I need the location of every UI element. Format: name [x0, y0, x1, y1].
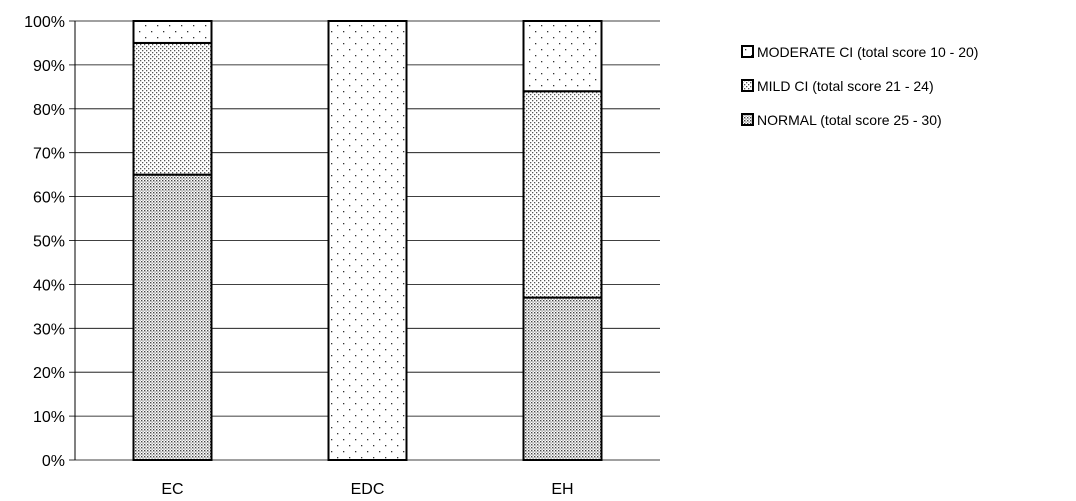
y-tick-label: 80%	[33, 102, 65, 119]
bar-ec-moderate-ci	[132, 20, 213, 44]
y-tick-label: 90%	[33, 58, 65, 75]
y-tick-label: 0%	[42, 453, 65, 470]
y-axis: 0% 10% 20% 30% 40% 50% 60% 70% 80% 90% 100%	[24, 14, 76, 470]
x-axis-labels: EC EDC EH	[161, 481, 573, 498]
y-tick-label: 20%	[33, 365, 65, 382]
y-tick-label: 70%	[33, 146, 65, 163]
legend: MODERATE CI (total score 10 - 20) MILD CI…	[741, 44, 978, 128]
y-tick-label: 40%	[33, 277, 65, 294]
bar-eh-normal	[522, 296, 603, 461]
legend-label: MILD CI (total score 21 - 24)	[757, 78, 934, 94]
y-tick-label: 30%	[33, 321, 65, 338]
y-tick-label: 50%	[33, 234, 65, 251]
y-tick-label: 60%	[33, 190, 65, 207]
legend-swatch	[741, 79, 754, 92]
bar-ec-normal	[132, 173, 213, 461]
legend-swatch	[741, 45, 754, 58]
bar-edc-moderate-ci	[327, 20, 408, 461]
legend-label: NORMAL (total score 25 - 30)	[757, 112, 942, 128]
bars	[132, 20, 603, 461]
x-tick-label: EC	[161, 481, 183, 498]
legend-swatch	[741, 113, 754, 126]
legend-label: MODERATE CI (total score 10 - 20)	[757, 44, 978, 60]
y-tick-label: 10%	[33, 409, 65, 426]
y-tick-label: 100%	[24, 14, 65, 31]
x-tick-label: EH	[551, 481, 573, 498]
x-tick-label: EDC	[351, 481, 385, 498]
bar-eh-mild-ci	[522, 90, 603, 299]
bar-eh-moderate-ci	[522, 20, 603, 93]
bar-ec-mild-ci	[132, 41, 213, 176]
